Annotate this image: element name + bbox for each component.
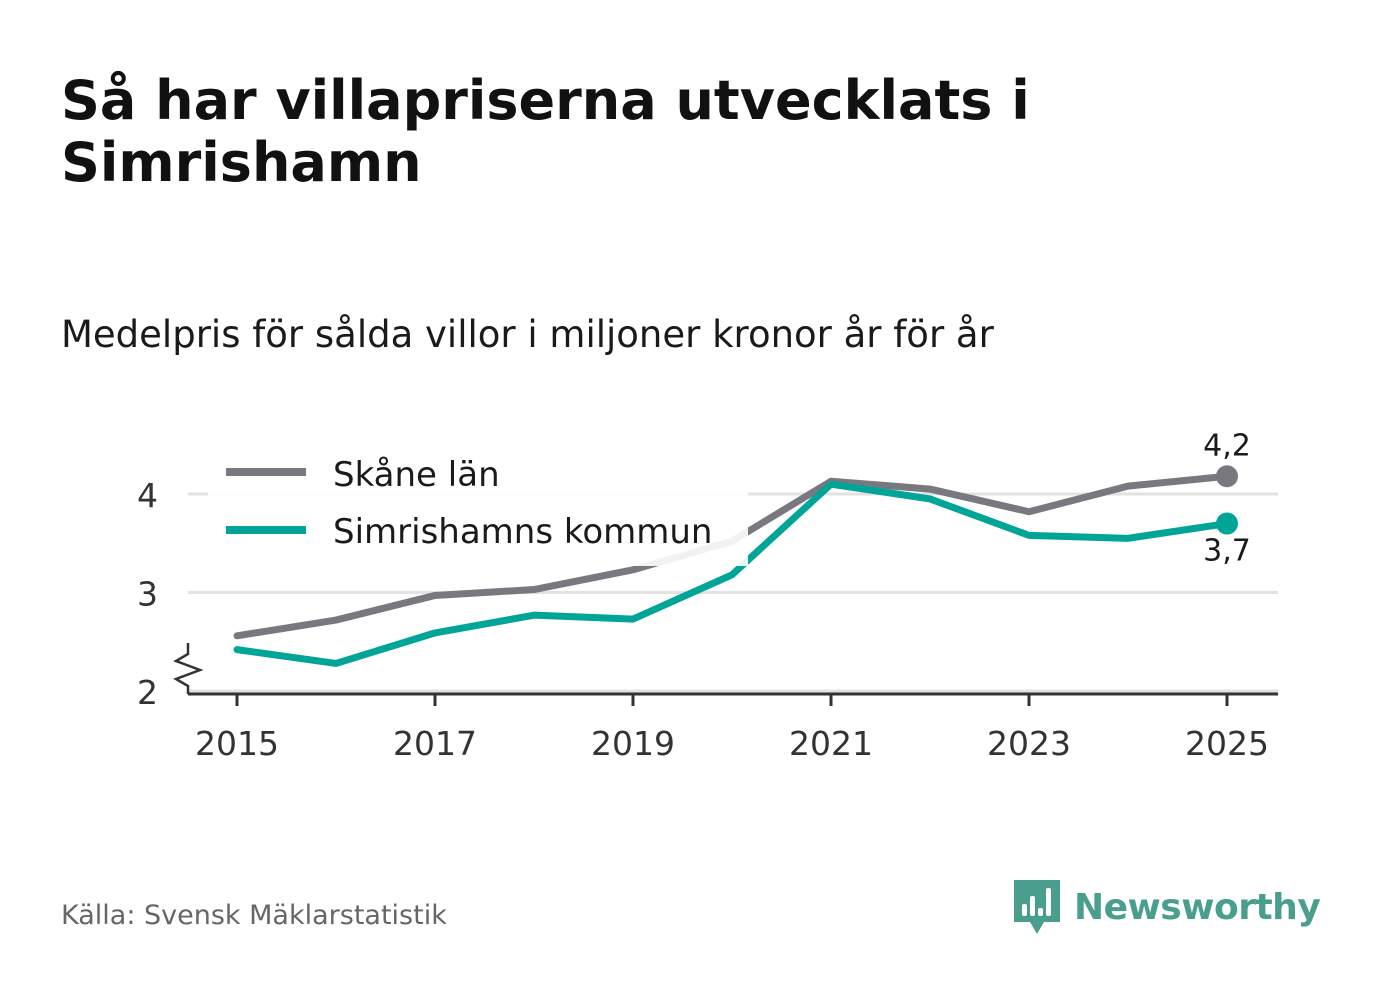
- chart-subtitle: Medelpris för sålda villor i miljoner kr…: [61, 313, 994, 356]
- x-tick-label-2019: 2019: [591, 724, 675, 763]
- legend-background: [208, 442, 748, 566]
- axes: 2 3 4 2015 2017 2019 2021 2023 2025: [137, 476, 1278, 763]
- chart-title: Så har villapriserna utvecklats i Simris…: [61, 69, 1030, 194]
- end-label-0: 4,2: [1203, 428, 1251, 463]
- x-tick-label-2023: 2023: [987, 724, 1071, 763]
- end-label-1: 3,7: [1203, 534, 1251, 569]
- source-note: Källa: Svensk Mäklarstatistik: [61, 900, 447, 931]
- brand-name: Newsworthy: [1074, 886, 1321, 928]
- y-tick-label-3: 3: [137, 575, 158, 614]
- y-tick-label-2: 2: [137, 673, 158, 712]
- x-tick-label-2025: 2025: [1185, 724, 1269, 763]
- legend: Skåne län Simrishamns kommun: [208, 442, 748, 566]
- legend-label-simrishamn: Simrishamns kommun: [333, 512, 712, 552]
- series-line-1: [233, 480, 1231, 667]
- end-labels: 4,2 3,7: [1203, 428, 1251, 568]
- series-endpoint-0: [1216, 465, 1238, 488]
- series-endpoint-1: [1216, 512, 1238, 535]
- x-tick-label-2017: 2017: [393, 724, 477, 763]
- x-tick-label-2021: 2021: [789, 724, 873, 763]
- y-tick-label-4: 4: [137, 476, 158, 515]
- x-tick-label-2015: 2015: [195, 724, 279, 763]
- legend-label-skane: Skåne län: [333, 455, 500, 495]
- axis-break-icon: [173, 643, 204, 694]
- newsworthy-logo-icon: [1014, 880, 1060, 934]
- brand-logo: Newsworthy: [1012, 878, 1321, 936]
